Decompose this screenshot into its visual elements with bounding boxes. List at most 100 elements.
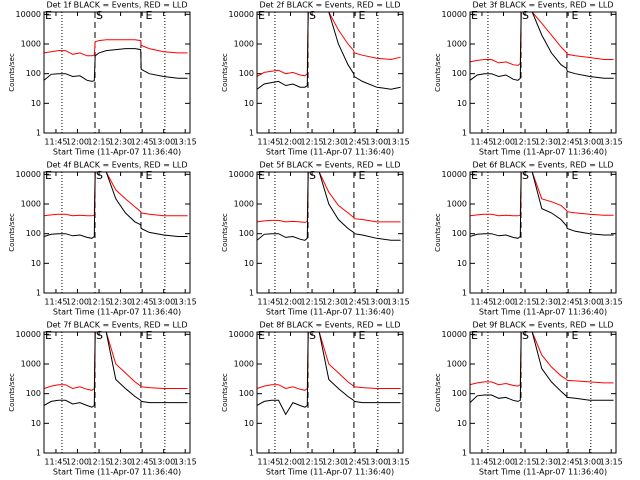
annotation: E <box>572 329 579 342</box>
annotation: E <box>258 329 265 342</box>
x-tick-label: 11:45 <box>470 138 493 147</box>
annotation: E <box>359 329 366 342</box>
series-line <box>44 332 188 391</box>
x-tick-label: 13:15 <box>174 138 197 147</box>
x-tick-label: 13:00 <box>365 138 388 147</box>
plot-frame <box>43 171 191 294</box>
series-line <box>257 332 401 416</box>
panel: Det 4f BLACK = Events, RED = LLD Start Ti… <box>8 161 197 317</box>
x-tick-label: 12:45 <box>131 458 154 467</box>
x-axis-label: Start Time (11-Apr-07 11:36:40) <box>479 148 607 157</box>
x-axis-label: Start Time (11-Apr-07 11:36:40) <box>479 468 607 477</box>
y-tick-label: 10000 <box>16 170 41 179</box>
x-tick-label: 12:00 <box>279 298 302 307</box>
panel: Det 3f BLACK = Events, RED = LLD Start Ti… <box>434 1 623 157</box>
chart-title: Det 9f BLACK = Events, RED = LLD <box>472 321 613 330</box>
x-tick-label: 12:45 <box>557 138 580 147</box>
y-tick-label: 10 <box>244 259 254 268</box>
x-tick-label: 11:45 <box>44 138 67 147</box>
x-tick-label: 13:00 <box>365 298 388 307</box>
plot-frame <box>43 11 191 134</box>
x-tick-label: 11:45 <box>44 458 67 467</box>
x-axis-label: Start Time (11-Apr-07 11:36:40) <box>53 148 181 157</box>
x-tick-label: 12:15 <box>301 138 324 147</box>
series-line <box>470 172 614 217</box>
series-line <box>44 172 188 217</box>
y-tick-label: 1000 <box>21 200 41 209</box>
x-tick-label: 12:15 <box>301 298 324 307</box>
x-tick-label: 12:00 <box>279 138 302 147</box>
x-axis-label: Start Time (11-Apr-07 11:36:40) <box>53 468 181 477</box>
y-tick-label: 10000 <box>229 330 254 339</box>
plot-frame <box>43 331 191 454</box>
y-tick-label: 1 <box>462 129 467 138</box>
y-axis-label: Counts/sec <box>434 53 442 92</box>
x-axis-label: Start Time (11-Apr-07 11:36:40) <box>479 308 607 317</box>
y-axis-label: Counts/sec <box>221 53 229 92</box>
x-tick-label: 12:15 <box>514 458 537 467</box>
y-tick-label: 1 <box>462 289 467 298</box>
annotation: E <box>45 169 52 182</box>
annotation: S <box>522 9 529 22</box>
y-tick-label: 10000 <box>442 330 467 339</box>
y-tick-label: 1 <box>249 289 254 298</box>
chart-title: Det 7f BLACK = Events, RED = LLD <box>46 321 187 330</box>
annotation: S <box>309 9 316 22</box>
y-tick-label: 100 <box>26 229 41 238</box>
x-tick-label: 13:00 <box>578 138 601 147</box>
y-axis-label: Counts/sec <box>8 213 16 252</box>
x-tick-label: 12:00 <box>66 458 89 467</box>
y-tick-label: 1 <box>249 449 254 458</box>
y-tick-label: 1000 <box>447 200 467 209</box>
annotation: S <box>309 329 316 342</box>
series-line <box>257 172 401 223</box>
x-tick-label: 12:30 <box>535 138 558 147</box>
x-tick-label: 11:45 <box>257 458 280 467</box>
plot-frame <box>469 171 617 294</box>
x-tick-label: 12:45 <box>557 458 580 467</box>
x-tick-label: 12:00 <box>66 138 89 147</box>
annotation: E <box>359 169 366 182</box>
x-tick-label: 12:15 <box>301 458 324 467</box>
y-tick-label: 10000 <box>442 170 467 179</box>
y-tick-label: 10 <box>31 99 41 108</box>
annotation: E <box>258 169 265 182</box>
annotation: S <box>96 329 103 342</box>
x-tick-label: 11:45 <box>44 298 67 307</box>
x-tick-label: 13:00 <box>152 298 175 307</box>
series-line <box>257 12 401 90</box>
y-tick-label: 10 <box>244 419 254 428</box>
annotation: E <box>572 9 579 22</box>
series-line <box>470 172 614 239</box>
series-line <box>257 12 401 77</box>
annotation: E <box>146 329 153 342</box>
y-tick-label: 100 <box>239 229 254 238</box>
x-tick-label: 12:15 <box>88 298 111 307</box>
x-axis-label: Start Time (11-Apr-07 11:36:40) <box>266 148 394 157</box>
x-axis-label: Start Time (11-Apr-07 11:36:40) <box>53 308 181 317</box>
x-tick-label: 11:45 <box>257 138 280 147</box>
x-tick-label: 12:45 <box>344 298 367 307</box>
y-tick-label: 100 <box>452 69 467 78</box>
x-tick-label: 12:30 <box>322 138 345 147</box>
panel: Det 6f BLACK = Events, RED = LLD Start Ti… <box>434 161 623 317</box>
y-tick-label: 10000 <box>16 330 41 339</box>
y-axis-label: Counts/sec <box>8 53 16 92</box>
annotation: E <box>258 9 265 22</box>
x-tick-label: 12:30 <box>109 138 132 147</box>
annotation: E <box>471 169 478 182</box>
y-tick-label: 10000 <box>229 10 254 19</box>
y-axis-label: Counts/sec <box>434 373 442 412</box>
y-tick-label: 100 <box>26 69 41 78</box>
x-tick-label: 11:45 <box>470 298 493 307</box>
x-tick-label: 13:00 <box>578 298 601 307</box>
x-tick-label: 12:30 <box>322 458 345 467</box>
y-tick-label: 100 <box>239 389 254 398</box>
y-tick-label: 10000 <box>16 10 41 19</box>
x-tick-label: 12:30 <box>322 298 345 307</box>
y-axis-label: Counts/sec <box>221 213 229 252</box>
chart-title: Det 1f BLACK = Events, RED = LLD <box>46 1 187 10</box>
y-tick-label: 1000 <box>447 360 467 369</box>
chart-title: Det 2f BLACK = Events, RED = LLD <box>259 1 400 10</box>
